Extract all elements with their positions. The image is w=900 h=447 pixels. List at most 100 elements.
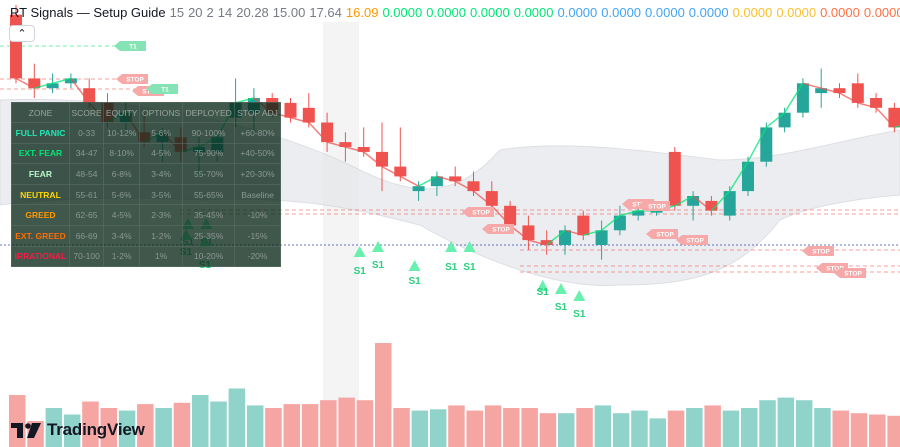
trend-segment xyxy=(381,165,401,178)
volume-bar xyxy=(594,405,612,447)
trend-segment xyxy=(363,151,383,168)
candle-body xyxy=(760,127,773,162)
volume-bar xyxy=(612,413,630,447)
trend-segment xyxy=(399,175,419,187)
trend-segment xyxy=(546,229,566,246)
candle-body xyxy=(394,166,407,177)
cell-stop: -20% xyxy=(234,245,281,268)
indicator-value: 0.0000 xyxy=(645,4,685,20)
volume-bar xyxy=(155,408,172,447)
volume-bar xyxy=(649,418,666,447)
indicator-value: 20 xyxy=(188,4,203,20)
candle-body xyxy=(522,225,535,241)
trend-segment xyxy=(839,92,859,104)
volume-bar xyxy=(192,395,209,447)
signal-label: S1 xyxy=(408,276,421,287)
col-stop-adj: STOP ADJ xyxy=(234,102,281,123)
sentiment-zone-table: ZONE SCORE EQUITY OPTIONS DEPLOYED STOP … xyxy=(11,102,281,268)
signal-label: S1 xyxy=(555,302,568,313)
cell-score: 48-54 xyxy=(68,163,105,185)
volume-bar xyxy=(63,414,81,447)
candle-body xyxy=(339,142,352,147)
cell-zone: FULL PANIC xyxy=(11,122,70,144)
volume-bar xyxy=(118,410,136,447)
candle-body xyxy=(577,215,590,236)
candle-body xyxy=(284,102,297,118)
candle-body xyxy=(778,112,791,128)
candle-body xyxy=(668,151,681,206)
candle-body xyxy=(321,122,334,143)
volume-bar xyxy=(429,409,447,447)
volume-bar xyxy=(869,414,886,447)
cell-score: 70-100 xyxy=(68,245,105,268)
trend-segment xyxy=(70,77,90,104)
collapse-button[interactable]: ⌃ xyxy=(9,25,35,42)
candle-body xyxy=(833,88,846,94)
tradingview-logo-icon xyxy=(11,422,41,438)
volume-bar xyxy=(814,408,831,447)
indicator-values: 15 20 2 14 20.28 15.00 17.64 16.09 0.0000 0.0000 0… xyxy=(170,5,900,20)
trend-segment xyxy=(345,146,364,153)
indicator-value: 0.0000 xyxy=(863,4,900,20)
cell-equity: 3-4% xyxy=(103,224,141,247)
volume-bar xyxy=(82,401,99,447)
volume-bar xyxy=(558,413,575,447)
stop-tag-shape xyxy=(646,229,678,239)
indicator-value: 0.0000 xyxy=(557,4,598,20)
candle-body xyxy=(870,98,883,108)
stop-tag: STOP xyxy=(126,77,144,84)
cell-stop: +20-30% xyxy=(234,163,281,185)
trend-segment xyxy=(765,112,786,128)
candle-body xyxy=(430,176,443,187)
cell-zone: EXT. FEAR xyxy=(11,142,70,165)
volume-bar xyxy=(246,405,264,447)
volume-bar xyxy=(356,400,374,447)
stop-tag-shape xyxy=(638,201,670,211)
stop-tag-shape xyxy=(802,246,834,256)
candle-body xyxy=(485,191,498,206)
tradingview-logo[interactable]: TradingView xyxy=(11,420,145,440)
volume-bar xyxy=(338,397,355,447)
volume-bar xyxy=(100,408,117,447)
volume-bar xyxy=(832,410,849,447)
highlight-column xyxy=(323,22,359,447)
cell-options: 5-6% xyxy=(139,122,184,144)
col-options: OPTIONS xyxy=(139,102,184,123)
trend-segment xyxy=(821,87,840,94)
candle-body xyxy=(815,88,828,94)
cell-equity: 10-12% xyxy=(103,122,141,144)
col-zone: ZONE xyxy=(11,102,70,123)
table-row: FULL PANIC 0-33 10-12% 5-6% 90-100% +60-80% xyxy=(11,122,281,144)
trend-segment xyxy=(894,125,900,129)
cell-options: 3-4% xyxy=(139,163,184,185)
candle-body xyxy=(376,151,388,167)
signal-marker xyxy=(573,290,586,301)
indicator-value: 0.0000 xyxy=(776,4,817,20)
stop-tag-shape xyxy=(676,235,708,245)
cell-score: 0-33 xyxy=(68,122,105,144)
candle-body xyxy=(687,196,700,206)
stop-tag-shape xyxy=(482,224,514,234)
trend-segment xyxy=(52,77,72,85)
trend-segment xyxy=(290,116,309,124)
trend-segment xyxy=(729,161,749,192)
cell-deployed: 55-70% xyxy=(182,163,236,185)
cell-score: 66-69 xyxy=(68,224,105,247)
candle-body xyxy=(504,205,517,226)
signal-label: S1 xyxy=(372,260,385,271)
cell-deployed: 25-35% xyxy=(182,224,236,247)
candle-body xyxy=(46,83,59,89)
indicator-value: 17.64 xyxy=(309,4,342,20)
chevron-up-icon: ⌃ xyxy=(17,28,27,40)
stop-tag: STOP xyxy=(648,204,666,211)
volume-bar xyxy=(686,408,703,447)
cell-options: 2-3% xyxy=(139,204,184,226)
indicator-value: 0.0000 xyxy=(688,4,729,20)
candle-body xyxy=(83,88,96,103)
signal-marker xyxy=(463,241,476,252)
stop-tag: STOP xyxy=(686,238,704,245)
trend-segment xyxy=(601,215,621,231)
cell-equity: 8-10% xyxy=(103,142,141,165)
